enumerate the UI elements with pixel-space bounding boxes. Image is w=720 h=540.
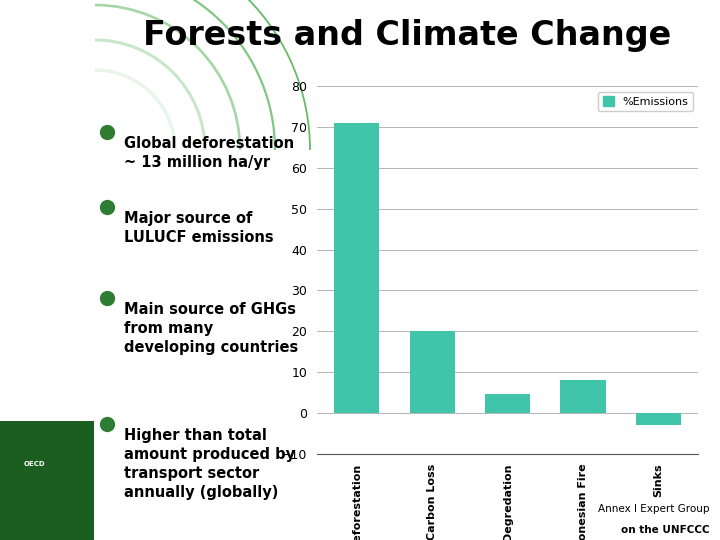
Text: Higher than total
amount produced by
transport sector
annually (globally): Higher than total amount produced by tra… [124,428,295,501]
Bar [485,394,530,413]
Text: on the UNFCCC: on the UNFCCC [621,525,709,535]
Text: Main source of GHGs
from many
developing countries: Main source of GHGs from many developing… [124,302,298,355]
Text: Global deforestation
~ 13 million ha/yr: Global deforestation ~ 13 million ha/yr [124,136,294,171]
Text: Forests and Climate Change: Forests and Climate Change [143,18,671,52]
Bar [410,331,455,413]
Bar [636,413,681,425]
FancyBboxPatch shape [0,421,94,540]
Text: Annex I Expert Group: Annex I Expert Group [598,504,709,514]
Text: Major source of
LULUCF emissions: Major source of LULUCF emissions [124,211,274,245]
Bar [334,123,379,413]
Legend: %Emissions: %Emissions [598,92,693,111]
Bar [560,380,606,413]
Text: OECD: OECD [23,461,45,468]
